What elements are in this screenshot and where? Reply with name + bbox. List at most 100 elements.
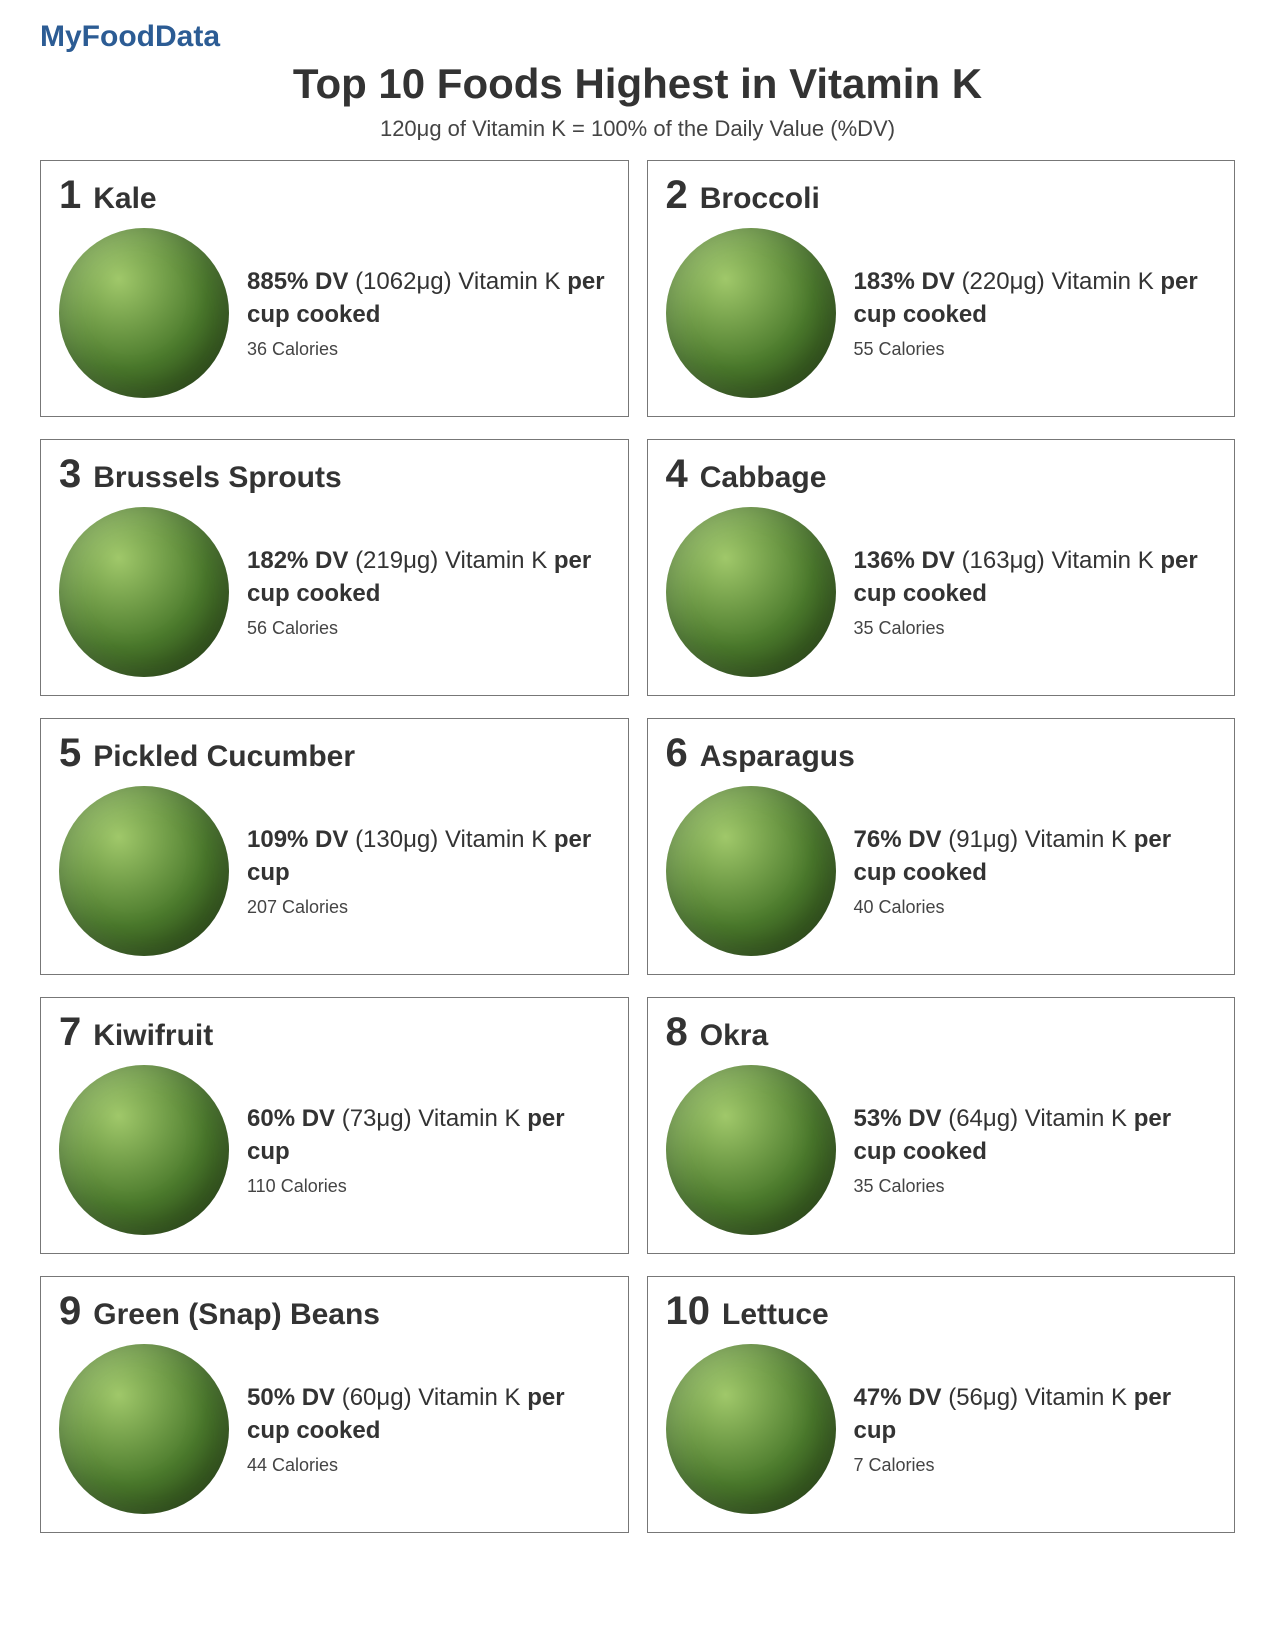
card-body: 53% DV (64μg) Vitamin K per cup cooked 3… [666, 1065, 1217, 1235]
dv-amount: (130μg) [355, 826, 438, 853]
food-text: 183% DV (220μg) Vitamin K per cup cooked… [854, 266, 1217, 360]
food-image [59, 1344, 229, 1514]
food-image [666, 228, 836, 398]
food-text: 76% DV (91μg) Vitamin K per cup cooked 4… [854, 824, 1217, 918]
calories: 110 Calories [247, 1176, 610, 1197]
card-header: 8 Okra [666, 1012, 1217, 1053]
food-rank: 9 [59, 1291, 81, 1331]
brand-logo: MyFoodData [40, 20, 1235, 54]
card-header: 10 Lettuce [666, 1291, 1217, 1332]
card-body: 136% DV (163μg) Vitamin K per cup cooked… [666, 507, 1217, 677]
food-name: Pickled Cucumber [93, 740, 355, 774]
food-grid: 1 Kale 885% DV (1062μg) Vitamin K per cu… [40, 160, 1235, 1533]
calories: 35 Calories [854, 618, 1217, 639]
dv-percent: 50% DV [247, 1384, 335, 1411]
food-name: Okra [700, 1019, 768, 1053]
page-title: Top 10 Foods Highest in Vitamin K [40, 60, 1235, 108]
card-header: 9 Green (Snap) Beans [59, 1291, 610, 1332]
food-card: 4 Cabbage 136% DV (163μg) Vitamin K per … [647, 439, 1236, 696]
card-header: 5 Pickled Cucumber [59, 733, 610, 774]
food-name: Kiwifruit [93, 1019, 213, 1053]
food-image [666, 786, 836, 956]
dv-amount: (163μg) [962, 547, 1045, 574]
food-rank: 2 [666, 175, 688, 215]
food-name: Lettuce [722, 1298, 829, 1332]
food-rank: 8 [666, 1012, 688, 1052]
nutrient-name: Vitamin K [1025, 1384, 1127, 1411]
card-body: 60% DV (73μg) Vitamin K per cup 110 Calo… [59, 1065, 610, 1235]
dv-line: 183% DV (220μg) Vitamin K per cup cooked [854, 266, 1217, 331]
card-header: 6 Asparagus [666, 733, 1217, 774]
dv-percent: 76% DV [854, 826, 942, 853]
food-image [666, 507, 836, 677]
card-header: 4 Cabbage [666, 454, 1217, 495]
nutrient-name: Vitamin K [1025, 826, 1127, 853]
food-card: 5 Pickled Cucumber 109% DV (130μg) Vitam… [40, 718, 629, 975]
dv-line: 50% DV (60μg) Vitamin K per cup cooked [247, 1382, 610, 1447]
dv-percent: 885% DV [247, 268, 348, 295]
dv-amount: (64μg) [948, 1105, 1018, 1132]
card-header: 1 Kale [59, 175, 610, 216]
food-card: 1 Kale 885% DV (1062μg) Vitamin K per cu… [40, 160, 629, 417]
card-header: 7 Kiwifruit [59, 1012, 610, 1053]
nutrient-name: Vitamin K [1025, 1105, 1127, 1132]
food-name: Green (Snap) Beans [93, 1298, 380, 1332]
dv-amount: (91μg) [948, 826, 1018, 853]
calories: 36 Calories [247, 339, 610, 360]
food-rank: 5 [59, 733, 81, 773]
food-name: Broccoli [700, 182, 820, 216]
food-card: 7 Kiwifruit 60% DV (73μg) Vitamin K per … [40, 997, 629, 1254]
calories: 7 Calories [854, 1455, 1217, 1476]
dv-percent: 136% DV [854, 547, 955, 574]
food-text: 47% DV (56μg) Vitamin K per cup 7 Calori… [854, 1382, 1217, 1476]
calories: 207 Calories [247, 897, 610, 918]
dv-line: 47% DV (56μg) Vitamin K per cup [854, 1382, 1217, 1447]
food-name: Asparagus [700, 740, 855, 774]
food-card: 6 Asparagus 76% DV (91μg) Vitamin K per … [647, 718, 1236, 975]
card-body: 885% DV (1062μg) Vitamin K per cup cooke… [59, 228, 610, 398]
dv-line: 53% DV (64μg) Vitamin K per cup cooked [854, 1103, 1217, 1168]
food-text: 60% DV (73μg) Vitamin K per cup 110 Calo… [247, 1103, 610, 1197]
food-rank: 3 [59, 454, 81, 494]
food-image [59, 1065, 229, 1235]
dv-amount: (73μg) [342, 1105, 412, 1132]
dv-percent: 109% DV [247, 826, 348, 853]
card-body: 47% DV (56μg) Vitamin K per cup 7 Calori… [666, 1344, 1217, 1514]
food-card: 10 Lettuce 47% DV (56μg) Vitamin K per c… [647, 1276, 1236, 1533]
food-text: 885% DV (1062μg) Vitamin K per cup cooke… [247, 266, 610, 360]
calories: 44 Calories [247, 1455, 610, 1476]
food-name: Kale [93, 182, 156, 216]
food-image [666, 1065, 836, 1235]
dv-line: 136% DV (163μg) Vitamin K per cup cooked [854, 545, 1217, 610]
card-body: 76% DV (91μg) Vitamin K per cup cooked 4… [666, 786, 1217, 956]
calories: 35 Calories [854, 1176, 1217, 1197]
food-name: Brussels Sprouts [93, 461, 341, 495]
card-header: 3 Brussels Sprouts [59, 454, 610, 495]
food-text: 136% DV (163μg) Vitamin K per cup cooked… [854, 545, 1217, 639]
food-text: 182% DV (219μg) Vitamin K per cup cooked… [247, 545, 610, 639]
nutrient-name: Vitamin K [1051, 547, 1153, 574]
card-header: 2 Broccoli [666, 175, 1217, 216]
dv-amount: (219μg) [355, 547, 438, 574]
dv-amount: (220μg) [962, 268, 1045, 295]
food-rank: 6 [666, 733, 688, 773]
dv-percent: 183% DV [854, 268, 955, 295]
food-name: Cabbage [700, 461, 827, 495]
dv-line: 885% DV (1062μg) Vitamin K per cup cooke… [247, 266, 610, 331]
dv-amount: (56μg) [948, 1384, 1018, 1411]
food-card: 8 Okra 53% DV (64μg) Vitamin K per cup c… [647, 997, 1236, 1254]
dv-percent: 47% DV [854, 1384, 942, 1411]
dv-percent: 60% DV [247, 1105, 335, 1132]
calories: 55 Calories [854, 339, 1217, 360]
food-text: 50% DV (60μg) Vitamin K per cup cooked 4… [247, 1382, 610, 1476]
nutrient-name: Vitamin K [418, 1105, 520, 1132]
card-body: 50% DV (60μg) Vitamin K per cup cooked 4… [59, 1344, 610, 1514]
food-card: 2 Broccoli 183% DV (220μg) Vitamin K per… [647, 160, 1236, 417]
page-subtitle: 120μg of Vitamin K = 100% of the Daily V… [40, 116, 1235, 142]
nutrient-name: Vitamin K [1051, 268, 1153, 295]
dv-amount: (1062μg) [355, 268, 452, 295]
dv-amount: (60μg) [342, 1384, 412, 1411]
dv-line: 76% DV (91μg) Vitamin K per cup cooked [854, 824, 1217, 889]
dv-percent: 182% DV [247, 547, 348, 574]
food-text: 53% DV (64μg) Vitamin K per cup cooked 3… [854, 1103, 1217, 1197]
